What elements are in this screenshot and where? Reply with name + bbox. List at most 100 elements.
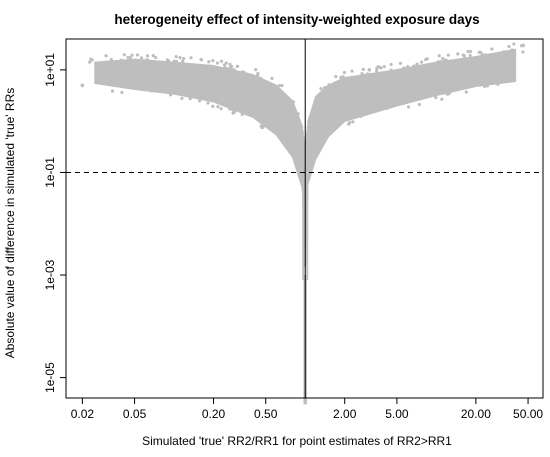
left-outlier-point <box>177 63 181 67</box>
left-outlier-point <box>109 57 113 62</box>
left-lower-outlier-point <box>180 96 184 101</box>
left-outlier-point <box>104 60 108 64</box>
left-outlier-point <box>270 76 274 81</box>
right-outlier-point <box>456 52 460 56</box>
y-tick-label: 1e-05 <box>43 362 57 393</box>
left-outlier-point <box>210 66 214 70</box>
left-outlier-point <box>80 83 85 88</box>
right-lower-outlier-point <box>366 110 370 115</box>
right-outlier-point <box>425 57 429 61</box>
right-outlier-point <box>366 72 370 76</box>
right-lower-outlier-point <box>473 83 477 87</box>
right-outlier-point <box>398 61 402 65</box>
left-outlier-point <box>181 59 185 63</box>
right-outlier-point <box>334 81 338 85</box>
left-outlier-point <box>146 59 150 63</box>
left-outlier-point <box>223 65 227 70</box>
right-outlier-point <box>412 64 416 68</box>
left-lower-outlier-point <box>188 97 192 101</box>
left-outlier-point <box>228 62 232 67</box>
right-lower-outlier-point <box>447 91 452 95</box>
left-outlier-point <box>122 53 126 57</box>
left-lower-outlier-point <box>261 125 265 129</box>
left-outlier-point <box>130 53 134 57</box>
left-lower-outlier-point <box>216 104 220 109</box>
right-outlier-point <box>406 64 410 69</box>
left-outlier-point <box>245 72 249 76</box>
right-outlier-point <box>436 60 440 64</box>
right-outlier-point <box>462 53 466 58</box>
x-axis-title: Simulated 'true' RR2/RR1 for point estim… <box>142 434 452 448</box>
y-axis-title: Absolute value of difference in simulate… <box>3 88 17 359</box>
left-outlier-point <box>151 54 155 58</box>
right-outlier-point <box>521 43 526 48</box>
left-lower-outlier-point <box>110 89 115 93</box>
plot-frame <box>65 38 544 399</box>
left-outlier-point <box>224 61 229 65</box>
left-lower-outlier-point <box>211 104 215 108</box>
right-lower-outlier-point <box>454 87 459 91</box>
right-outlier-point <box>512 42 516 46</box>
left-outlier-point <box>174 61 178 65</box>
right-outlier-point <box>507 44 511 49</box>
x-tick-label: 20.00 <box>461 407 491 421</box>
left-outlier-point <box>145 54 150 58</box>
left-lower-outlier-point <box>206 101 210 105</box>
right-outlier-point <box>361 73 366 78</box>
right-outlier-point <box>466 49 470 54</box>
left-outlier-point <box>259 76 263 80</box>
left-outlier-point <box>126 55 130 60</box>
left-lower-outlier-point <box>231 108 235 112</box>
left-outlier-point <box>215 61 220 65</box>
left-outlier-point <box>174 55 178 59</box>
left-outlier-point <box>207 60 211 64</box>
x-tick-label: 2.00 <box>333 407 357 421</box>
right-lower-outlier-point <box>351 120 355 124</box>
right-outlier-point <box>371 73 375 77</box>
right-outlier-point <box>490 47 494 51</box>
left-outlier-point <box>154 55 158 60</box>
right-outlier-point <box>435 62 439 66</box>
left-outlier-point <box>139 56 144 60</box>
right-outlier-point <box>389 68 393 72</box>
left-outlier-point <box>234 69 238 73</box>
right-outlier-point <box>346 77 350 81</box>
right-outlier-point <box>468 53 472 58</box>
y-tick-label: 1e+01 <box>43 53 57 87</box>
right-outlier-point <box>419 60 424 64</box>
right-outlier-point <box>441 56 445 61</box>
right-outlier-point <box>341 75 345 79</box>
right-outlier-point <box>353 77 357 81</box>
left-outlier-point <box>240 70 245 74</box>
right-outlier-point <box>468 49 473 54</box>
right-outlier-point <box>415 62 419 66</box>
x-tick-label: 0.02 <box>71 407 95 421</box>
left-outlier-point <box>119 58 123 62</box>
right-outlier-point <box>439 60 443 64</box>
x-tick-label: 0.50 <box>254 407 278 421</box>
left-outlier-point <box>88 60 92 64</box>
left-outlier-point <box>229 66 233 71</box>
x-tick-label: 5.00 <box>385 407 409 421</box>
x-tick-label: 50.00 <box>513 407 543 421</box>
left-outlier-point <box>219 59 224 63</box>
right-outlier-point <box>387 72 391 76</box>
right-lower-outlier-point <box>401 101 405 106</box>
right-outlier-point <box>476 55 480 59</box>
left-lower-outlier-point <box>211 98 215 102</box>
left-lower-outlier-point <box>197 99 202 103</box>
left-outlier-point <box>256 71 260 76</box>
right-lower-outlier-point <box>345 117 349 121</box>
left-outlier-point <box>277 83 281 88</box>
right-outlier-point <box>444 58 448 62</box>
x-tick-label: 0.05 <box>123 407 147 421</box>
left-lower-outlier-point <box>219 107 223 111</box>
left-outlier-point <box>139 59 143 64</box>
left-lower-outlier-point <box>111 83 115 87</box>
right-lower-outlier-point <box>496 82 500 86</box>
left-lower-outlier-point <box>120 90 124 95</box>
right-lower-outlier-point <box>434 95 438 100</box>
right-lower-outlier-point <box>482 84 487 88</box>
right-outlier-point <box>437 54 441 58</box>
